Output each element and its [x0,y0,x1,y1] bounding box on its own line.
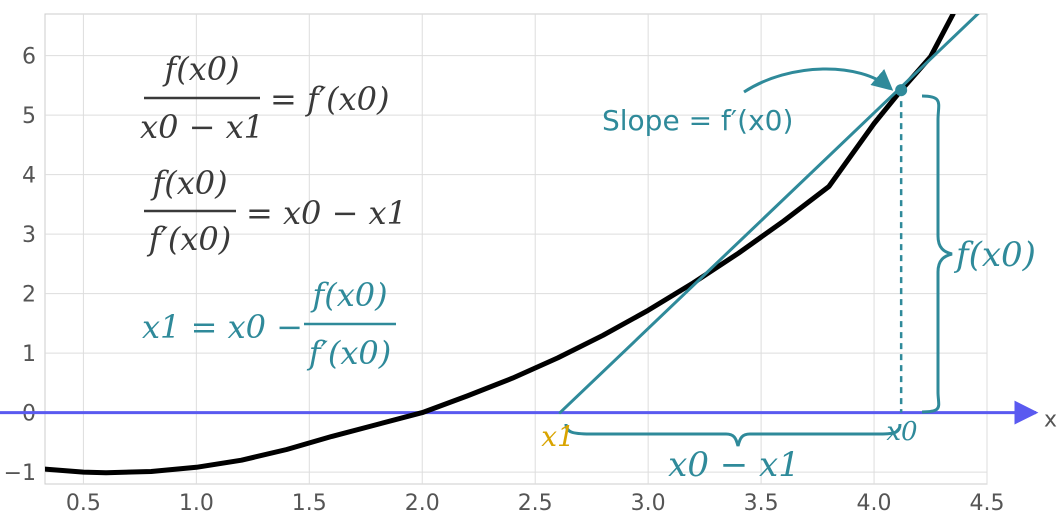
eq1-rhs: = f′(x0) [270,80,389,118]
x-tick-label: 4.0 [857,491,892,516]
eq1-numerator: f(x0) [162,50,239,88]
eq2-numerator: f(x0) [150,164,227,202]
x-tick-label: 0.5 [66,491,101,516]
vertical-brace-label: f(x0) [953,235,1036,275]
y-tick-label: 6 [22,45,36,70]
function-curve [45,14,956,476]
slope-label: Slope = f′(x0) [602,104,793,137]
x-tick-label: 1.5 [292,491,327,516]
tangent-line [558,14,980,415]
x-tick-label: 4.5 [970,491,1005,516]
y-tick-label: 1 [22,342,36,367]
equation-1: f(x0) x0 − x1 = f′(x0) [140,50,389,146]
x-tick-label: 2.5 [518,491,553,516]
eq3-lhs: x1 = x0 − [142,308,303,346]
equation-2: f(x0) f′(x0) = x0 − x1 [144,164,407,258]
slope-arrow [743,67,894,94]
horizontal-brace [564,423,902,447]
y-tick-label: 3 [22,223,36,248]
eq1-denominator: x0 − x1 [140,108,264,146]
x-axis-label: x [1044,408,1057,433]
annotations [564,67,953,447]
x-tick-label: 3.5 [744,491,779,516]
plot-area [44,13,988,485]
y-tick-label: 5 [22,104,36,129]
tangent-point [895,84,908,97]
grid [45,14,988,484]
y-tick-label: 2 [22,283,36,308]
y-tick-label: −1 [4,461,36,486]
equation-3: x1 = x0 − f(x0) f′(x0) [142,276,396,372]
x-tick-label: 3.0 [631,491,666,516]
vertical-brace [921,94,953,414]
y-tick-label: 4 [22,164,36,189]
x1-label: x1 [541,420,575,453]
series-layer [45,14,980,476]
x0-label: x0 [886,417,917,447]
eq2-denominator: f′(x0) [147,220,231,258]
eq3-numerator: f(x0) [310,276,387,314]
tick-labels: 0.51.01.52.02.53.03.54.04.5−10123456 [4,45,1005,516]
eq3-denominator: f′(x0) [307,334,391,372]
x-tick-label: 2.0 [405,491,440,516]
horizontal-brace-label: x0 − x1 [668,445,800,485]
eq2-rhs: = x0 − x1 [246,194,407,232]
x-tick-label: 1.0 [179,491,214,516]
